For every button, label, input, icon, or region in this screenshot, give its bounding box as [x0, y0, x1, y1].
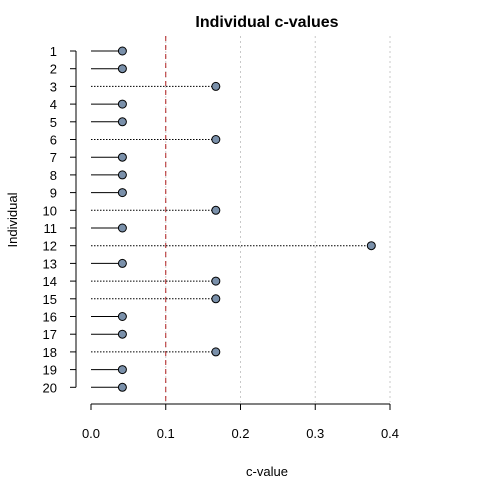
data-point-12 — [366, 241, 376, 251]
grid-lines — [165, 36, 391, 403]
y-tick-label-19: 19 — [43, 363, 57, 378]
data-point-6 — [211, 135, 221, 144]
data-point-15 — [211, 294, 221, 304]
y-tick-label-15: 15 — [43, 292, 57, 307]
data-point-17 — [117, 329, 127, 339]
x-tick-label-0: 0.0 — [82, 426, 100, 441]
data-point-13 — [117, 258, 127, 268]
x-axis-label: c-value — [246, 464, 288, 479]
data-point-20 — [117, 382, 127, 392]
x-tick-label-2: 0.2 — [231, 426, 249, 441]
y-tick-label-16: 16 — [43, 310, 57, 325]
x-tick-label-3: 0.3 — [306, 426, 324, 441]
x-axis: 0.0 0.1 0.2 0.3 0.4 — [82, 403, 399, 441]
y-tick-label-12: 12 — [43, 239, 57, 254]
y-axis-label: Individual — [5, 192, 20, 247]
y-tick-label-20: 20 — [43, 380, 57, 395]
data-point-8 — [117, 170, 127, 180]
data-point-11 — [117, 223, 127, 233]
y-tick-label-1: 1 — [50, 44, 57, 59]
x-tick-label-4: 0.4 — [381, 426, 399, 441]
y-tick-label-8: 8 — [50, 168, 57, 183]
data-point-7 — [117, 152, 127, 162]
y-tick-label-14: 14 — [43, 274, 57, 289]
data-point-2 — [117, 64, 127, 74]
data-point-10 — [211, 205, 221, 215]
x-tick-label-1: 0.1 — [157, 426, 175, 441]
y-tick-label-2: 2 — [50, 62, 57, 77]
y-tick-label-7: 7 — [50, 150, 57, 165]
y-tick-label-17: 17 — [43, 327, 57, 342]
data-point-18 — [211, 347, 221, 357]
data-point-5 — [117, 117, 127, 127]
chart-title: Individual c-values — [195, 14, 338, 31]
data-point-3 — [211, 81, 221, 91]
y-tick-label-6: 6 — [50, 133, 57, 148]
y-tick-label-3: 3 — [50, 79, 57, 94]
data-point-1 — [117, 46, 127, 56]
y-tick-label-5: 5 — [50, 115, 57, 130]
data-point-16 — [117, 312, 127, 321]
data-point-9 — [117, 188, 127, 198]
stems — [91, 50, 372, 388]
data-points — [117, 46, 376, 392]
y-tick-label-9: 9 — [50, 186, 57, 201]
y-tick-label-18: 18 — [43, 345, 57, 360]
data-point-14 — [211, 276, 221, 286]
data-point-4 — [117, 99, 127, 109]
data-point-19 — [117, 365, 127, 375]
y-tick-label-11: 11 — [44, 221, 58, 236]
y-tick-label-4: 4 — [50, 97, 57, 112]
y-tick-label-13: 13 — [43, 256, 57, 271]
y-tick-label-10: 10 — [43, 203, 57, 218]
